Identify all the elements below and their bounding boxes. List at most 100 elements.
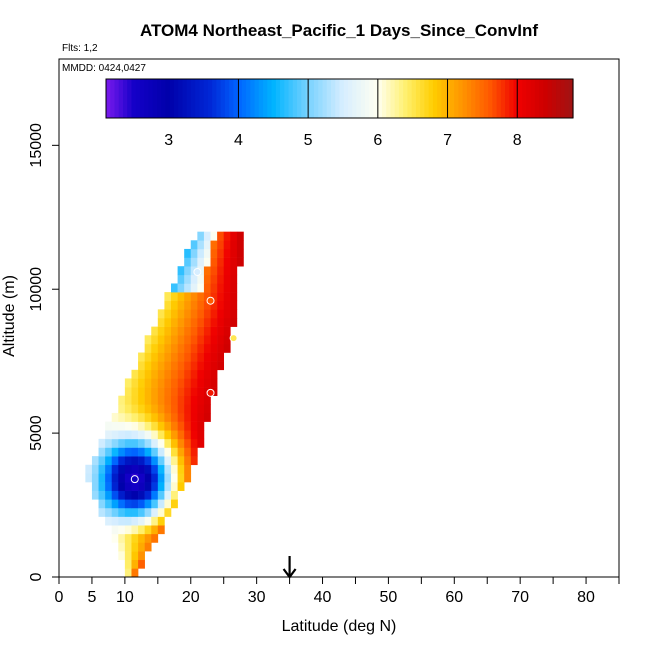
curtain-cell	[157, 369, 165, 379]
curtain-cell	[144, 447, 152, 457]
curtain-cell	[118, 430, 126, 440]
curtain-cell	[203, 343, 211, 353]
curtain-cell	[138, 551, 145, 561]
curtain-cell	[171, 326, 178, 336]
colorbar-segment	[560, 79, 566, 118]
curtain-cell	[171, 309, 178, 319]
curtain-cell	[210, 343, 218, 353]
colorbar-segment	[152, 79, 158, 118]
curtain-cell	[131, 421, 139, 431]
curtain-cell	[157, 507, 165, 517]
curtain-cell	[197, 240, 205, 250]
colorbar-segment	[394, 79, 400, 118]
colorbar-segment	[224, 79, 230, 118]
curtain-cell	[171, 430, 178, 440]
curtain-cell	[197, 318, 205, 327]
curtain-cell	[151, 343, 159, 353]
curtain-cell	[138, 421, 145, 431]
colorbar-segment	[178, 79, 184, 118]
curtain-cell	[223, 309, 231, 319]
colorbar-segment	[339, 79, 345, 118]
colorbar-segment	[496, 79, 502, 118]
curtain-cell	[151, 378, 159, 388]
curtain-cell	[138, 447, 145, 457]
curtain-cell	[177, 369, 185, 379]
curtain-cell	[210, 300, 218, 310]
curtain-cell	[197, 378, 205, 388]
colorbar-segment	[407, 79, 413, 118]
colorbar-segment	[556, 79, 561, 118]
curtain-cell	[138, 378, 145, 388]
curtain-cell	[118, 456, 126, 466]
curtain-cell	[184, 456, 192, 466]
curtain-cell	[230, 257, 238, 267]
colorbar-segment	[114, 79, 120, 118]
curtain-cell	[164, 404, 172, 414]
curtain-cell	[197, 430, 205, 440]
colorbar-segment	[437, 79, 442, 118]
curtain-cell	[230, 309, 238, 319]
curtain-cell	[203, 404, 211, 414]
colorbar-segment	[148, 79, 154, 118]
colorbar-segment	[551, 79, 557, 118]
curtain-cell	[203, 240, 211, 250]
curtain-cell	[210, 369, 218, 379]
colorbar-segment	[122, 79, 128, 118]
curtain-cell	[105, 490, 113, 500]
curtain-cell	[111, 525, 119, 535]
curtain-cell	[98, 464, 106, 474]
curtain-cell	[164, 335, 172, 345]
curtain-cell	[144, 516, 152, 526]
curtain-cell	[138, 430, 145, 440]
x-tick-label: 20	[182, 589, 200, 606]
curtain-cell	[144, 421, 152, 431]
colorbar-segment	[246, 79, 251, 118]
curtain-cell	[138, 473, 145, 483]
colorbar-segment	[212, 79, 217, 118]
curtain-cell	[138, 361, 145, 371]
curtain-cell	[177, 482, 185, 491]
curtain-cell	[197, 404, 205, 414]
curtain-cell	[131, 533, 139, 543]
curtain-cell	[171, 438, 178, 448]
curtain-cell	[217, 240, 225, 250]
colorbar-segment	[373, 79, 379, 118]
curtain-cell	[223, 318, 231, 327]
colorbar-tick-label: 4	[234, 132, 243, 149]
curtain-cell	[131, 516, 139, 526]
curtain-cell	[223, 274, 231, 284]
colorbar-segment	[386, 79, 392, 118]
colorbar-ticks: 3 4 5 6 7 8	[164, 132, 522, 149]
x-axis-title: Latitude (deg N)	[282, 618, 397, 635]
curtain-cell	[164, 499, 172, 509]
curtain-cell	[144, 507, 152, 517]
sample-point	[130, 475, 139, 484]
curtain-cell	[164, 438, 172, 448]
colorbar-segment	[466, 79, 472, 118]
curtain-cell	[177, 292, 185, 302]
sample-point	[206, 388, 215, 397]
curtain-cell	[184, 412, 192, 422]
curtain-cell	[124, 559, 132, 569]
curtain-cell	[105, 473, 113, 483]
curtain-cell	[177, 378, 185, 388]
curtain-cell	[223, 257, 231, 267]
curtain-cell	[151, 447, 159, 457]
curtain-cell	[124, 421, 132, 431]
colorbar-frame	[105, 78, 574, 119]
curtain-cell	[151, 326, 159, 336]
curtain-cell	[184, 447, 192, 457]
y-tick-label: 10000	[28, 267, 45, 312]
curtain-cell	[171, 292, 178, 302]
curtain-cell	[177, 438, 185, 448]
curtain-cell	[210, 335, 218, 345]
curtain-cell	[197, 335, 205, 345]
curtain-cell	[210, 309, 218, 319]
curtain-cell	[131, 525, 139, 535]
curtain-cell	[98, 507, 106, 517]
colorbar-segment	[318, 79, 324, 118]
curtain-cell	[151, 490, 159, 500]
curtain-cell	[171, 343, 178, 353]
curtain-cell	[124, 412, 132, 422]
curtain-cell	[138, 499, 145, 509]
